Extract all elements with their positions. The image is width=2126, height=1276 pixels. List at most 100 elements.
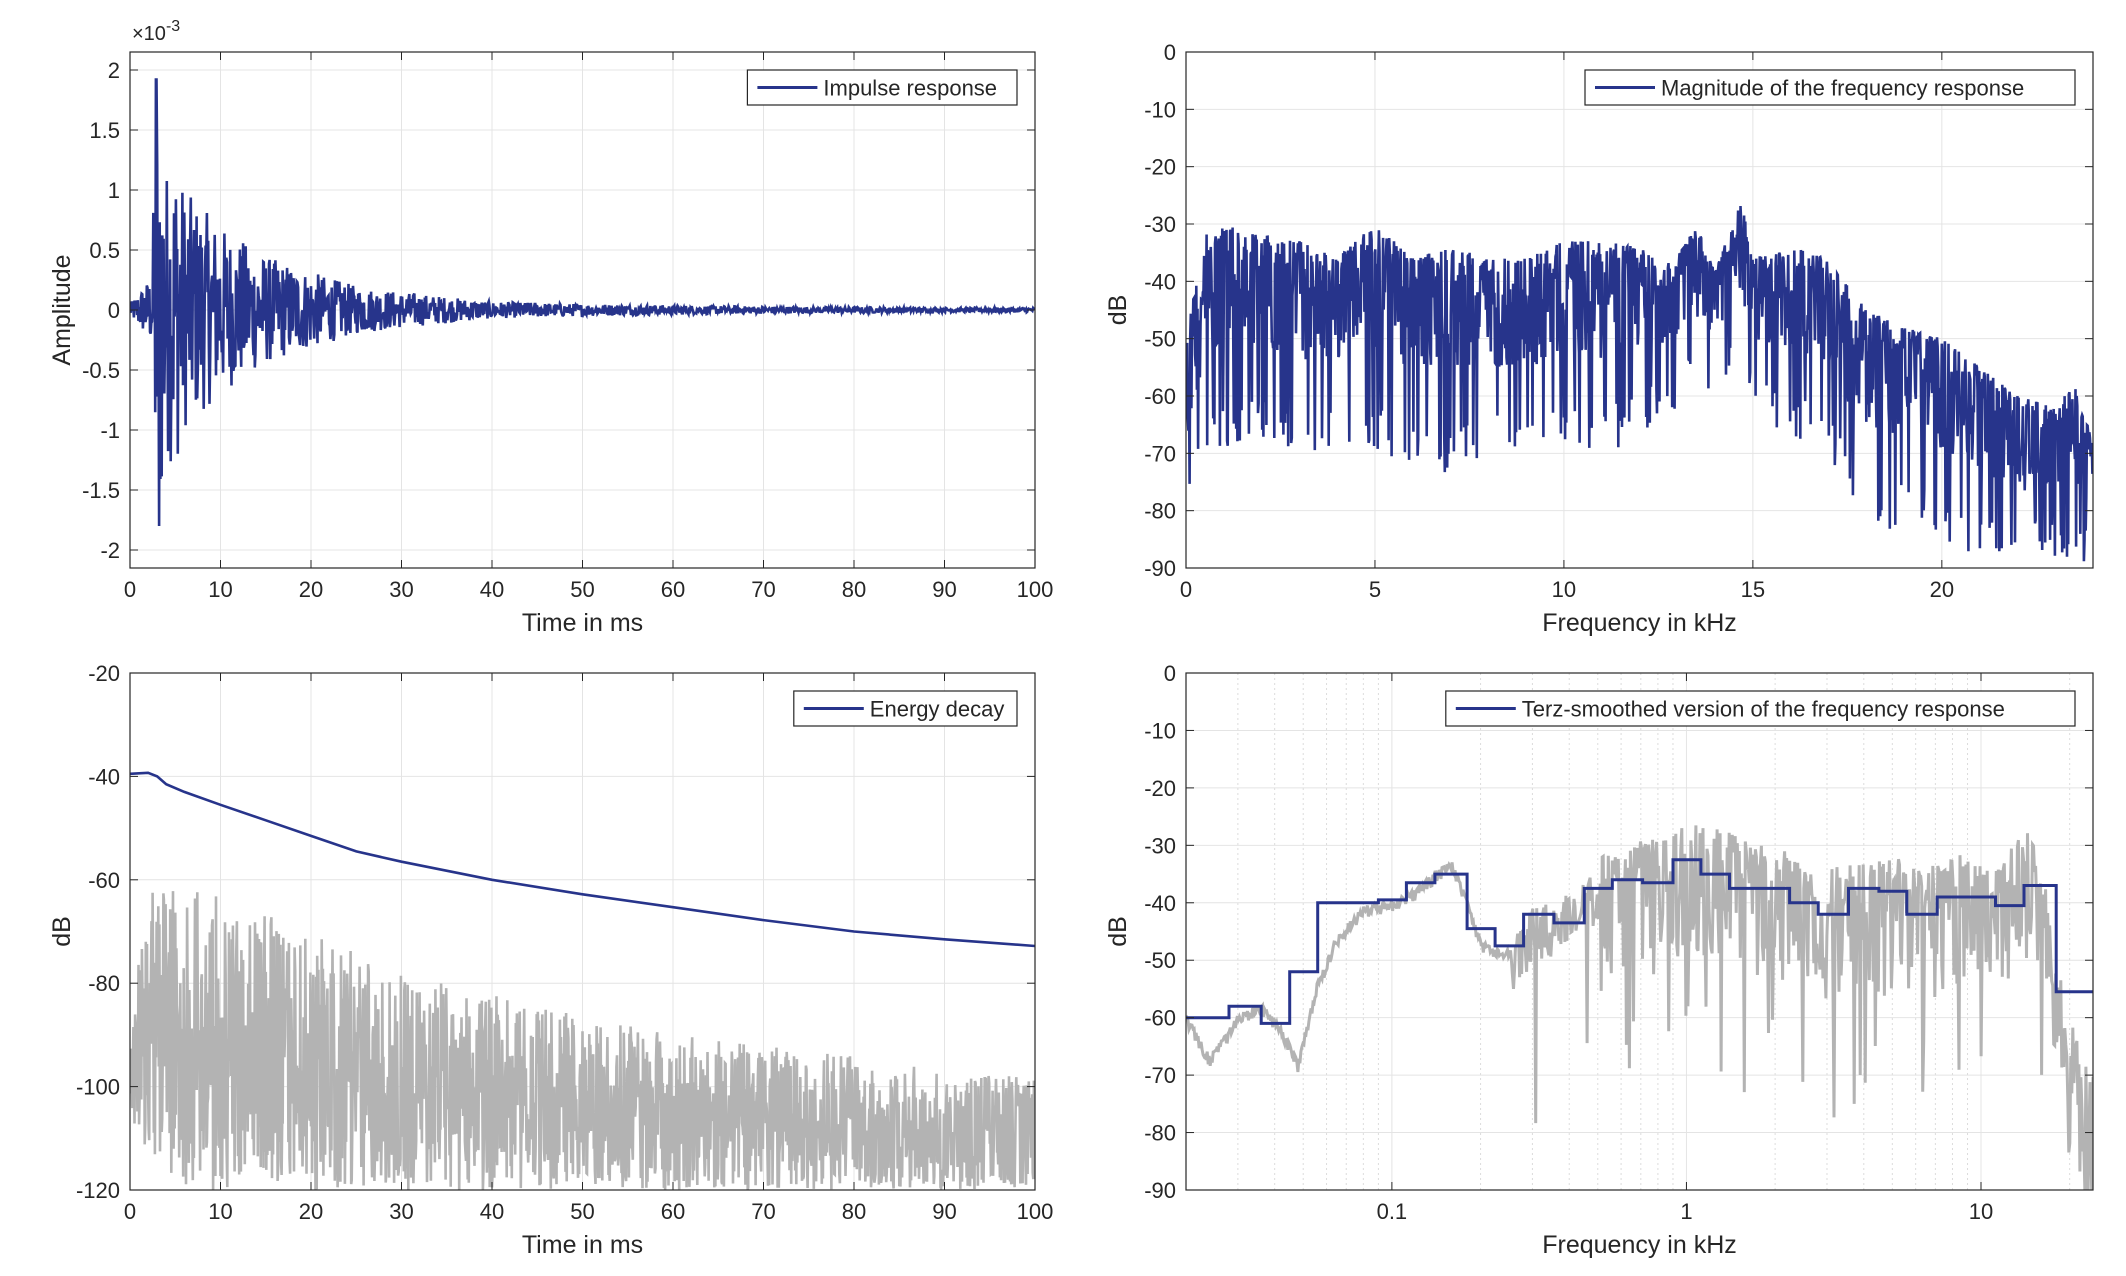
squared-impulse-line xyxy=(130,891,1035,1190)
x-tick-label: 10 xyxy=(1969,1199,1993,1224)
y-axis-label: dB xyxy=(48,916,76,947)
legend: Magnitude of the frequency response xyxy=(1584,69,2076,106)
legend: Terz-smoothed version of the frequency r… xyxy=(1445,690,2076,727)
legend-label: Magnitude of the frequency response xyxy=(1661,76,2024,101)
y-tick-label: 1.5 xyxy=(89,118,120,143)
legend-label: Energy decay xyxy=(870,697,1005,722)
y-tick-label: -60 xyxy=(88,868,120,893)
data-layer xyxy=(130,771,1035,1190)
axes-box xyxy=(1185,51,2094,569)
terz-smoothed-line xyxy=(1186,858,2093,1025)
y-tick-label: 0 xyxy=(108,298,120,323)
y-tick-label: -20 xyxy=(1144,155,1176,180)
y-tick-label: -50 xyxy=(1144,327,1176,352)
x-tick-label: 20 xyxy=(299,577,323,602)
y-tick-label: -120 xyxy=(76,1178,120,1203)
x-tick-label: 50 xyxy=(570,577,594,602)
x-tick-label: 100 xyxy=(1017,577,1054,602)
x-tick-label: 0.1 xyxy=(1377,1199,1408,1224)
y-tick-label: 0.5 xyxy=(89,238,120,263)
x-tick-label: 15 xyxy=(1741,577,1765,602)
y-tick-label: -90 xyxy=(1144,556,1176,581)
x-axis-label: Frequency in kHz xyxy=(1542,609,1737,637)
data-layer xyxy=(1186,825,2093,1190)
x-tick-label: 30 xyxy=(389,577,413,602)
x-tick-label: 90 xyxy=(932,1199,956,1224)
y-tick-label: 0 xyxy=(1164,40,1176,65)
y-tick-label: -30 xyxy=(1144,833,1176,858)
y-tick-label: -10 xyxy=(1144,97,1176,122)
x-tick-label: 70 xyxy=(751,577,775,602)
x-tick-label: 10 xyxy=(208,577,232,602)
magnitude-line xyxy=(1186,205,2093,562)
y-tick-label: -60 xyxy=(1144,1006,1176,1031)
x-tick-label: 1 xyxy=(1680,1199,1692,1224)
legend-label: Terz-smoothed version of the frequency r… xyxy=(1522,697,2005,722)
y-tick-label: -70 xyxy=(1144,441,1176,466)
x-tick-label: 50 xyxy=(570,1199,594,1224)
x-tick-label: 90 xyxy=(932,577,956,602)
y-tick-label: -100 xyxy=(76,1075,120,1100)
x-tick-label: 5 xyxy=(1369,577,1381,602)
data-layer xyxy=(130,78,1035,527)
chart-panel-2: 0 5 10 15 20 0 -10 -20 -30 -40 -50 -60 -70 -80 -90 Freq… xyxy=(1104,40,2094,637)
chart-panel-3: 0 10 20 30 40 50 60 70 80 90 100 -20 -40 -60 -80 -100 -1… xyxy=(48,661,1053,1259)
y-tick-label: -1 xyxy=(100,418,120,443)
y-axis-label: dB xyxy=(1104,916,1132,947)
y-tick-label: -20 xyxy=(88,661,120,686)
y-tick-label: -40 xyxy=(88,764,120,789)
y-tick-label: -80 xyxy=(1144,499,1176,524)
y-tick-label: -50 xyxy=(1144,948,1176,973)
y-tick-label: 0 xyxy=(1164,661,1176,686)
chart-panel-4: 0.1 1 10 0 -10 -20 -30 -40 -50 -60 -70 -80 -90 Freque… xyxy=(1104,661,2094,1259)
exponent-label: ×10-3 xyxy=(132,18,180,45)
x-tick-label: 60 xyxy=(661,577,685,602)
legend-label: Impulse response xyxy=(823,76,997,101)
x-axis-label: Frequency in kHz xyxy=(1542,1231,1737,1259)
y-tick-label: 1 xyxy=(108,178,120,203)
y-tick-label: -80 xyxy=(88,971,120,996)
x-tick-label: 0 xyxy=(1180,577,1192,602)
y-axis-label: Amplitude xyxy=(48,254,76,365)
y-tick-label: -2 xyxy=(100,538,120,563)
x-tick-label: 40 xyxy=(480,577,504,602)
y-tick-label: -80 xyxy=(1144,1121,1176,1146)
x-axis-label: Time in ms xyxy=(522,609,643,637)
y-tick-label: -30 xyxy=(1144,212,1176,237)
x-tick-label: 20 xyxy=(299,1199,323,1224)
legend: Energy decay xyxy=(793,690,1018,727)
y-tick-label: -20 xyxy=(1144,776,1176,801)
y-tick-label: -40 xyxy=(1144,269,1176,294)
x-tick-label: 60 xyxy=(661,1199,685,1224)
chart-panel-1: 0 10 20 30 40 50 60 70 80 90 100 -2 -1.5 -1 -0.5 0 0.5 1 1… xyxy=(48,18,1053,637)
axes-box xyxy=(1185,672,2094,1191)
x-tick-label: 40 xyxy=(480,1199,504,1224)
x-axis-label: Time in ms xyxy=(522,1231,643,1259)
legend-box xyxy=(1584,69,2076,106)
y-tick-label: 2 xyxy=(108,58,120,83)
legend-box xyxy=(1445,690,2076,727)
x-tick-label: 70 xyxy=(751,1199,775,1224)
impulse-response-line xyxy=(130,78,1035,527)
x-tick-label: 100 xyxy=(1017,1199,1054,1224)
y-tick-label: -1.5 xyxy=(82,478,120,503)
energy-decay-line xyxy=(130,771,1035,948)
x-tick-label: 10 xyxy=(208,1199,232,1224)
x-tick-label: 10 xyxy=(1552,577,1576,602)
x-tick-label: 80 xyxy=(842,577,866,602)
y-tick-label: -70 xyxy=(1144,1063,1176,1088)
y-tick-label: -90 xyxy=(1144,1178,1176,1203)
y-axis-label: dB xyxy=(1104,295,1132,326)
y-tick-label: -0.5 xyxy=(82,358,120,383)
x-tick-label: 20 xyxy=(1930,577,1954,602)
x-tick-label: 0 xyxy=(124,577,136,602)
minor-grid xyxy=(1237,673,2071,1190)
y-tick-label: -40 xyxy=(1144,891,1176,916)
x-tick-label: 80 xyxy=(842,1199,866,1224)
data-layer xyxy=(1186,205,2093,562)
x-tick-label: 30 xyxy=(389,1199,413,1224)
y-tick-label: -60 xyxy=(1144,384,1176,409)
y-tick-label: -10 xyxy=(1144,718,1176,743)
x-tick-label: 0 xyxy=(124,1199,136,1224)
